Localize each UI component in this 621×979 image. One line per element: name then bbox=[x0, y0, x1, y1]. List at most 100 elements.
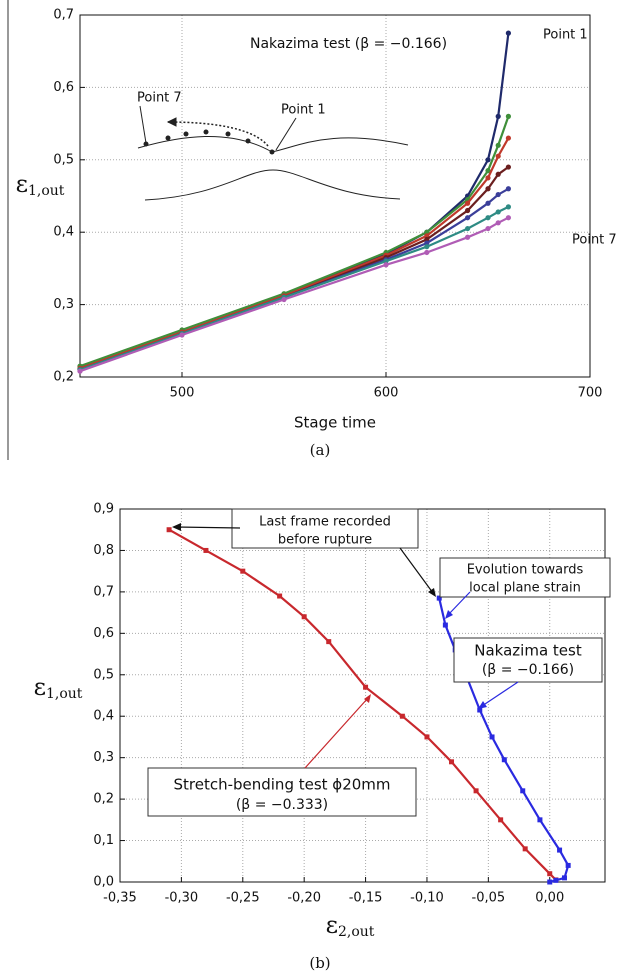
annotation: Nakazima test (β = −0.166) bbox=[250, 36, 447, 52]
point bbox=[477, 707, 483, 713]
y-tick-label: 0,4 bbox=[93, 709, 114, 724]
point bbox=[501, 757, 507, 763]
point bbox=[565, 862, 571, 868]
y-axis-symbol: ε bbox=[16, 170, 28, 198]
arrowhead bbox=[478, 701, 487, 709]
point bbox=[505, 215, 511, 221]
x-tick-label: 500 bbox=[170, 386, 195, 401]
y-axis-symbol: ε bbox=[34, 673, 46, 701]
x-tick-label: -0,05 bbox=[472, 891, 506, 906]
y-tick-label: 0,7 bbox=[93, 584, 114, 599]
point bbox=[301, 614, 307, 620]
y-axis-label: ε1,out bbox=[16, 170, 65, 200]
point bbox=[485, 168, 491, 174]
point bbox=[363, 684, 369, 690]
y-axis-subscript: 1,out bbox=[46, 686, 83, 702]
x-tick-label: 600 bbox=[374, 386, 399, 401]
x-axis-label: ε2,out bbox=[326, 911, 375, 941]
y-tick-label: 0,8 bbox=[93, 543, 114, 558]
annotation: local plane strain bbox=[469, 581, 581, 596]
annotation: Last frame recorded bbox=[259, 515, 391, 530]
box bbox=[439, 557, 611, 598]
arrow bbox=[175, 526, 241, 529]
point bbox=[485, 186, 491, 192]
y-tick-label: 0,2 bbox=[93, 792, 114, 807]
point bbox=[489, 734, 495, 740]
point bbox=[326, 639, 332, 645]
x-tick-label: -0,20 bbox=[287, 891, 321, 906]
box bbox=[231, 508, 419, 549]
dot bbox=[143, 141, 149, 147]
point bbox=[424, 734, 430, 740]
point bbox=[424, 233, 430, 239]
y-tick-label: 0,0 bbox=[93, 875, 114, 890]
annotation: (β = −0.166) bbox=[482, 662, 574, 678]
point bbox=[505, 164, 511, 170]
point bbox=[465, 200, 471, 206]
leader bbox=[275, 117, 297, 151]
annotation-arrows bbox=[172, 523, 519, 769]
point bbox=[505, 186, 511, 192]
point bbox=[495, 171, 501, 177]
point bbox=[498, 817, 504, 823]
point bbox=[485, 225, 491, 232]
point bbox=[495, 220, 501, 226]
arrow bbox=[447, 591, 471, 616]
chart-a: 0,2 0,3 0,4 0,5 0,6 0,7 500 600 700 bbox=[53, 8, 602, 401]
annotation: Stretch-bending test ϕ20mm bbox=[173, 776, 390, 794]
dot bbox=[269, 149, 275, 155]
point bbox=[240, 568, 246, 574]
point bbox=[537, 817, 543, 823]
y-tick-label: 0,4 bbox=[53, 225, 74, 240]
point bbox=[485, 157, 491, 163]
point bbox=[485, 215, 491, 221]
point bbox=[547, 879, 553, 885]
point bbox=[561, 875, 567, 881]
y-tick-label: 0,7 bbox=[53, 8, 74, 23]
point bbox=[547, 871, 553, 877]
point bbox=[553, 877, 559, 883]
point bbox=[203, 547, 209, 553]
point bbox=[77, 368, 83, 374]
point bbox=[179, 332, 185, 338]
point bbox=[485, 200, 491, 206]
point bbox=[449, 759, 455, 765]
y-axis-label: ε1,out bbox=[34, 673, 83, 703]
arrowhead bbox=[166, 117, 177, 127]
point bbox=[383, 262, 389, 268]
y-tick-label: 0,6 bbox=[53, 80, 74, 95]
point bbox=[495, 191, 501, 198]
annotation: Point 1 bbox=[543, 28, 588, 43]
point bbox=[436, 595, 442, 601]
dot bbox=[225, 131, 231, 137]
y-tick-label: 0,6 bbox=[93, 626, 114, 641]
point bbox=[495, 153, 501, 159]
caption: (b) bbox=[309, 954, 330, 972]
point bbox=[424, 240, 430, 246]
inset-arrow bbox=[167, 121, 269, 147]
box bbox=[453, 637, 603, 683]
point bbox=[465, 225, 471, 232]
annotation: Point 7 bbox=[137, 91, 182, 106]
point bbox=[465, 234, 471, 240]
x-tick-label: -0,25 bbox=[226, 891, 260, 906]
x-axis-subscript: 2,out bbox=[338, 924, 375, 940]
annotation: (β = −0.333) bbox=[236, 797, 328, 813]
x-tick-label: -0,15 bbox=[349, 891, 383, 906]
sheet-bottom bbox=[144, 169, 401, 201]
arrowhead bbox=[445, 610, 453, 619]
point bbox=[424, 236, 430, 243]
point bbox=[495, 209, 501, 215]
annotation: Point 1 bbox=[281, 103, 326, 118]
annotation: Evolution towards bbox=[467, 563, 584, 578]
point bbox=[505, 204, 511, 210]
point bbox=[166, 527, 172, 533]
point bbox=[520, 788, 526, 794]
inset-dots bbox=[143, 129, 275, 155]
point bbox=[465, 207, 471, 214]
point bbox=[505, 30, 511, 36]
plot-area bbox=[80, 15, 590, 377]
point bbox=[277, 593, 283, 599]
point bbox=[505, 135, 511, 141]
